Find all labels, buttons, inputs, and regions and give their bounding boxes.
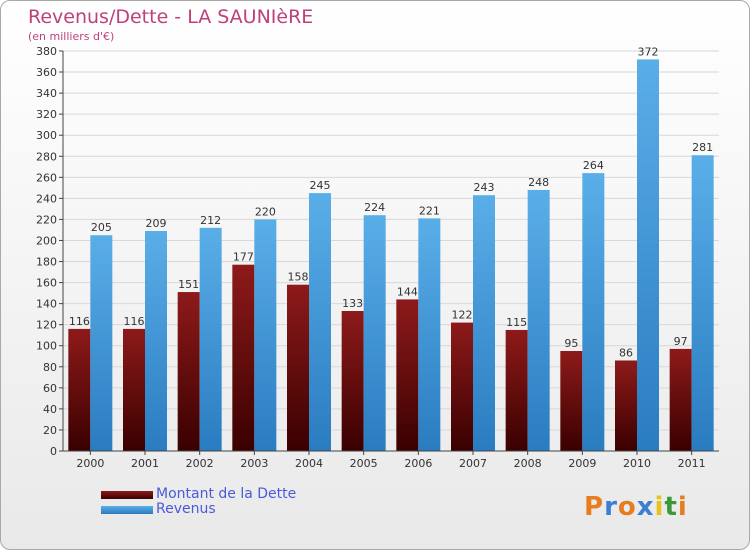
legend-swatch-debt <box>101 491 153 499</box>
bar-dette <box>232 264 255 451</box>
data-label: 115 <box>506 316 527 329</box>
data-label: 248 <box>528 176 549 189</box>
y-tick-label: 200 <box>36 234 57 247</box>
logo-letter: x <box>636 492 655 522</box>
data-label: 221 <box>419 204 440 217</box>
chart-subtitle: (en milliers d'€) <box>28 30 115 43</box>
data-label: 95 <box>564 337 578 350</box>
y-tick-label: 120 <box>36 319 57 332</box>
y-tick-label: 240 <box>36 192 57 205</box>
data-label: 281 <box>692 141 713 154</box>
x-tick-label: 2007 <box>459 457 487 470</box>
data-label: 264 <box>583 159 604 172</box>
proxiti-logo: Proxiti <box>584 492 688 522</box>
data-label: 205 <box>91 221 112 234</box>
y-tick-label: 60 <box>43 382 57 395</box>
bar-revenus <box>309 193 331 451</box>
x-tick-label: 2006 <box>404 457 432 470</box>
x-tick-label: 2005 <box>350 457 378 470</box>
data-label: 151 <box>178 278 199 291</box>
y-tick-label: 340 <box>36 87 57 100</box>
chart-title: Revenus/Dette - LA SAUNIèRE <box>28 6 314 28</box>
y-tick-label: 0 <box>50 445 57 458</box>
logo-letter: P <box>584 492 605 522</box>
data-label: 243 <box>474 181 495 194</box>
bar-dette <box>669 348 692 451</box>
x-tick-label: 2004 <box>295 457 323 470</box>
logo-letter: t <box>664 492 678 522</box>
y-tick-label: 300 <box>36 129 57 142</box>
x-tick-label: 2001 <box>131 457 159 470</box>
data-label: 220 <box>255 205 276 218</box>
data-label: 116 <box>69 315 90 328</box>
legend-label-debt: Montant de la Dette <box>156 486 297 502</box>
y-tick-label: 160 <box>36 277 57 290</box>
legend-swatch-revenus <box>101 506 153 514</box>
y-tick-label: 40 <box>43 403 57 416</box>
logo-letter: i <box>677 492 688 522</box>
data-label: 133 <box>342 297 363 310</box>
y-tick-label: 380 <box>36 45 57 58</box>
y-tick-label: 360 <box>36 66 57 79</box>
data-label: 97 <box>674 335 688 348</box>
bar-revenus <box>90 235 113 451</box>
logo-letter: r <box>604 492 618 522</box>
data-label: 122 <box>452 309 473 322</box>
x-tick-label: 2011 <box>678 457 706 470</box>
y-tick-label: 180 <box>36 256 57 269</box>
bar-revenus <box>418 218 441 451</box>
y-tick-label: 140 <box>36 298 57 311</box>
x-tick-label: 2008 <box>514 457 542 470</box>
y-tick-label: 320 <box>36 108 57 121</box>
y-tick-label: 100 <box>36 340 57 353</box>
bar-dette <box>615 360 637 451</box>
bar-dette <box>505 329 528 451</box>
x-tick-label: 2002 <box>186 457 214 470</box>
data-label: 116 <box>124 315 145 328</box>
y-tick-label: 260 <box>36 171 57 184</box>
bar-revenus <box>582 173 605 451</box>
y-tick-label: 220 <box>36 213 57 226</box>
bar-dette <box>68 328 91 451</box>
bar-revenus <box>473 195 495 451</box>
bar-revenus <box>527 189 550 451</box>
bar-revenus <box>254 219 277 451</box>
bar-revenus <box>691 155 714 452</box>
bar-dette <box>341 311 364 451</box>
bar-dette <box>451 322 473 451</box>
data-label: 177 <box>233 251 254 264</box>
y-tick-label: 20 <box>43 424 57 437</box>
bar-dette <box>396 299 419 451</box>
data-label: 86 <box>619 346 633 359</box>
bar-dette <box>123 328 145 451</box>
data-label: 158 <box>288 271 309 284</box>
x-tick-label: 2003 <box>240 457 268 470</box>
x-tick-label: 2009 <box>568 457 596 470</box>
bar-dette <box>560 351 583 451</box>
data-label: 224 <box>364 201 385 214</box>
bar-revenus <box>637 59 659 451</box>
data-label: 212 <box>200 214 221 227</box>
data-label: 372 <box>638 45 659 58</box>
y-tick-label: 80 <box>43 361 57 374</box>
bar-dette <box>287 284 309 451</box>
bar-revenus <box>363 215 386 451</box>
logo-letter: i <box>654 492 665 522</box>
data-label: 245 <box>310 179 331 192</box>
data-label: 209 <box>146 217 167 230</box>
legend-label-revenus: Revenus <box>156 501 216 517</box>
logo-letter: o <box>617 492 637 522</box>
y-tick-label: 280 <box>36 150 57 163</box>
bar-dette <box>177 292 200 451</box>
x-tick-label: 2010 <box>623 457 651 470</box>
x-tick-label: 2000 <box>76 457 104 470</box>
bar-revenus <box>199 227 222 451</box>
bar-revenus <box>145 231 167 451</box>
data-label: 144 <box>397 285 418 298</box>
